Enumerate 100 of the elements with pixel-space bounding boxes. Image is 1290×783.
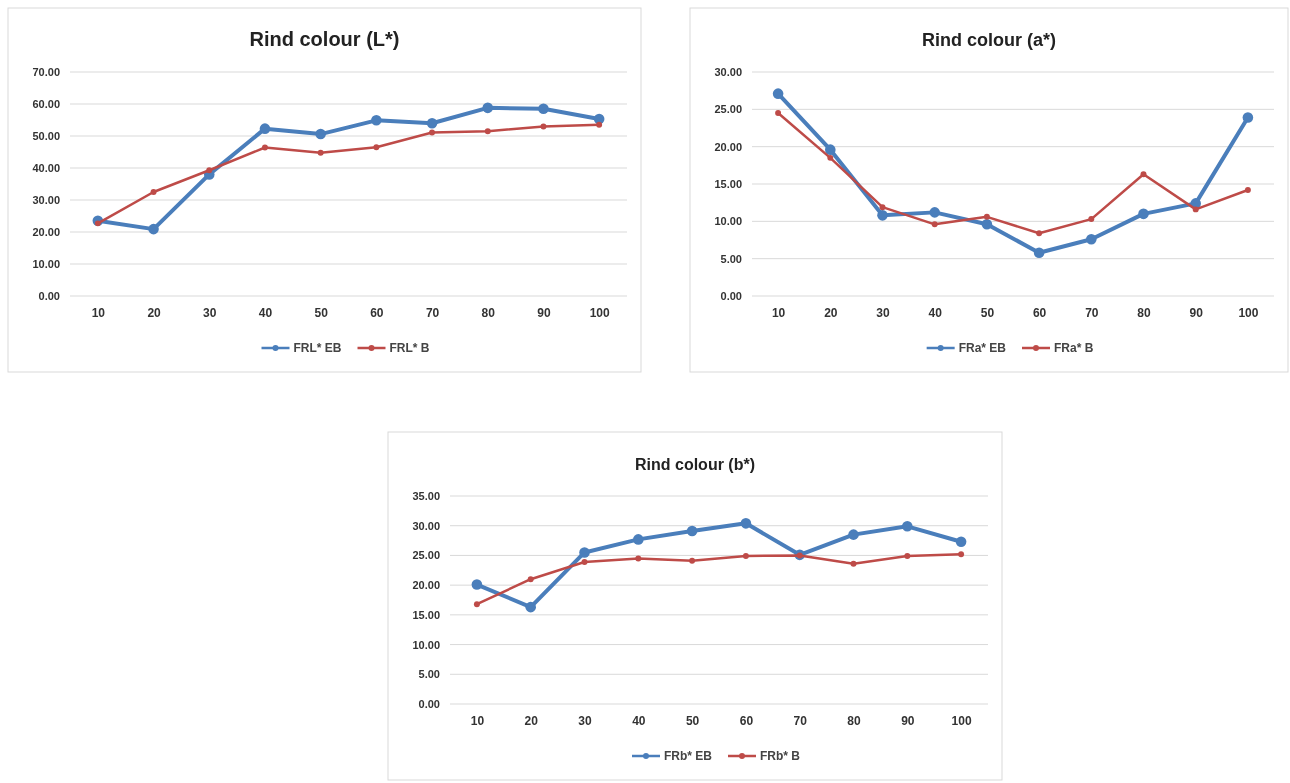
x-tick-label: 60 (370, 305, 384, 320)
point (538, 103, 549, 115)
y-tick-label: 25.00 (412, 549, 440, 562)
point (958, 551, 965, 558)
x-tick-label: 100 (589, 305, 610, 320)
x-tick-label: 70 (793, 713, 808, 728)
point (879, 204, 886, 211)
point (848, 529, 859, 540)
x-tick-label: 70 (1085, 305, 1099, 320)
x-tick-label: 20 (524, 713, 539, 728)
legend-label: FRa* B (1054, 341, 1094, 355)
point (1088, 216, 1095, 223)
point (981, 219, 993, 230)
x-tick-label: 10 (91, 305, 106, 320)
y-tick-label: 10.00 (714, 215, 742, 228)
point (877, 210, 888, 221)
y-tick-label: 20.00 (714, 140, 742, 153)
point (929, 207, 940, 218)
x-tick-label: 90 (537, 305, 551, 320)
y-tick-label: 0.00 (418, 698, 440, 711)
y-tick-label: 5.00 (418, 668, 440, 681)
y-tick-label: 0.00 (720, 290, 742, 303)
y-tick-label: 30.00 (714, 66, 742, 79)
y-tick-label: 70.00 (32, 66, 60, 79)
point (259, 123, 271, 134)
x-tick-label: 100 (1238, 305, 1259, 320)
point (955, 536, 967, 548)
x-tick-label: 20 (147, 305, 162, 320)
point (1244, 186, 1251, 193)
point (473, 601, 480, 608)
point (1138, 208, 1149, 220)
x-tick-label: 50 (314, 305, 329, 320)
x-tick-label: 70 (425, 305, 440, 320)
x-tick-label: 40 (258, 305, 273, 320)
y-tick-label: 60.00 (32, 98, 60, 111)
point (742, 553, 749, 559)
point (1086, 233, 1097, 245)
point (206, 167, 213, 174)
point (261, 144, 268, 151)
y-tick-label: 30.00 (32, 194, 60, 207)
x-tick-label: 50 (685, 713, 700, 728)
point (635, 555, 642, 562)
y-tick-label: 0.00 (38, 290, 60, 303)
x-tick-label: 40 (632, 713, 646, 728)
point (772, 88, 784, 99)
point (633, 534, 644, 545)
legend-label: FRL* EB (293, 341, 342, 355)
x-tick-label: 100 (951, 713, 972, 728)
point (373, 144, 380, 151)
point (902, 521, 913, 532)
point (315, 128, 326, 140)
x-tick-label: 80 (1137, 305, 1151, 320)
point (740, 518, 752, 529)
point (1242, 112, 1254, 123)
point (527, 576, 534, 583)
point (150, 189, 157, 195)
point (904, 553, 911, 559)
point (850, 560, 857, 567)
x-tick-label: 80 (481, 305, 496, 320)
point (686, 525, 698, 537)
y-tick-label: 15.00 (412, 608, 440, 621)
y-tick-label: 35.00 (412, 490, 440, 503)
point (1140, 171, 1147, 178)
y-tick-label: 10.00 (412, 638, 440, 651)
x-tick-label: 50 (980, 305, 995, 320)
x-tick-label: 80 (847, 713, 861, 728)
legend-label: FRb* B (760, 749, 801, 763)
y-tick-label: 50.00 (32, 130, 60, 143)
point (581, 558, 588, 565)
y-tick-label: 40.00 (32, 162, 60, 175)
point (689, 557, 696, 564)
x-tick-label: 30 (203, 305, 217, 320)
x-tick-label: 40 (928, 305, 943, 320)
y-tick-label: 15.00 (714, 178, 742, 191)
y-tick-label: 25.00 (714, 103, 742, 116)
legend-label: FRb* EB (664, 749, 713, 763)
x-tick-label: 60 (739, 713, 754, 728)
x-tick-label: 90 (1189, 305, 1204, 320)
legend-label: FRL* B (389, 341, 430, 355)
x-tick-label: 20 (824, 305, 838, 320)
point (827, 154, 834, 161)
legend-label: FRa* EB (958, 341, 1007, 355)
y-tick-label: 10.00 (32, 258, 60, 271)
point (775, 110, 782, 117)
y-tick-label: 20.00 (32, 226, 60, 239)
point (426, 117, 438, 129)
point (1192, 206, 1199, 213)
y-tick-label: 30.00 (412, 519, 440, 532)
x-tick-label: 10 (771, 305, 786, 320)
point (825, 144, 836, 155)
point (931, 221, 938, 228)
point (482, 102, 494, 114)
point (579, 547, 590, 558)
point (484, 128, 491, 135)
point (525, 601, 536, 613)
x-tick-label: 60 (1032, 305, 1047, 320)
point (1033, 247, 1045, 258)
x-tick-label: 30 (578, 713, 592, 728)
point (596, 121, 603, 128)
point (429, 129, 436, 136)
